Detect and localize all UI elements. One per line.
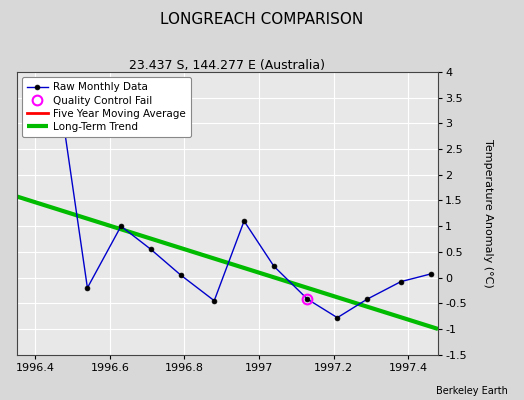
Raw Monthly Data — [304, 297, 311, 302]
Raw Monthly Data — [364, 297, 370, 302]
Title: 23.437 S, 144.277 E (Australia): 23.437 S, 144.277 E (Australia) — [129, 59, 325, 72]
Y-axis label: Temperature Anomaly (°C): Temperature Anomaly (°C) — [483, 139, 493, 288]
Raw Monthly Data — [54, 80, 61, 85]
Raw Monthly Data — [178, 273, 184, 278]
Raw Monthly Data — [271, 264, 277, 269]
Text: LONGREACH COMPARISON: LONGREACH COMPARISON — [160, 12, 364, 27]
Raw Monthly Data — [148, 247, 154, 252]
Raw Monthly Data — [241, 219, 247, 224]
Text: Berkeley Earth: Berkeley Earth — [436, 386, 508, 396]
Line: Raw Monthly Data: Raw Monthly Data — [55, 80, 433, 320]
Raw Monthly Data — [211, 298, 217, 303]
Raw Monthly Data — [334, 315, 341, 320]
Legend: Raw Monthly Data, Quality Control Fail, Five Year Moving Average, Long-Term Tren: Raw Monthly Data, Quality Control Fail, … — [21, 77, 191, 137]
Raw Monthly Data — [398, 279, 404, 284]
Raw Monthly Data — [118, 224, 124, 228]
Raw Monthly Data — [428, 272, 434, 276]
Raw Monthly Data — [84, 286, 91, 290]
